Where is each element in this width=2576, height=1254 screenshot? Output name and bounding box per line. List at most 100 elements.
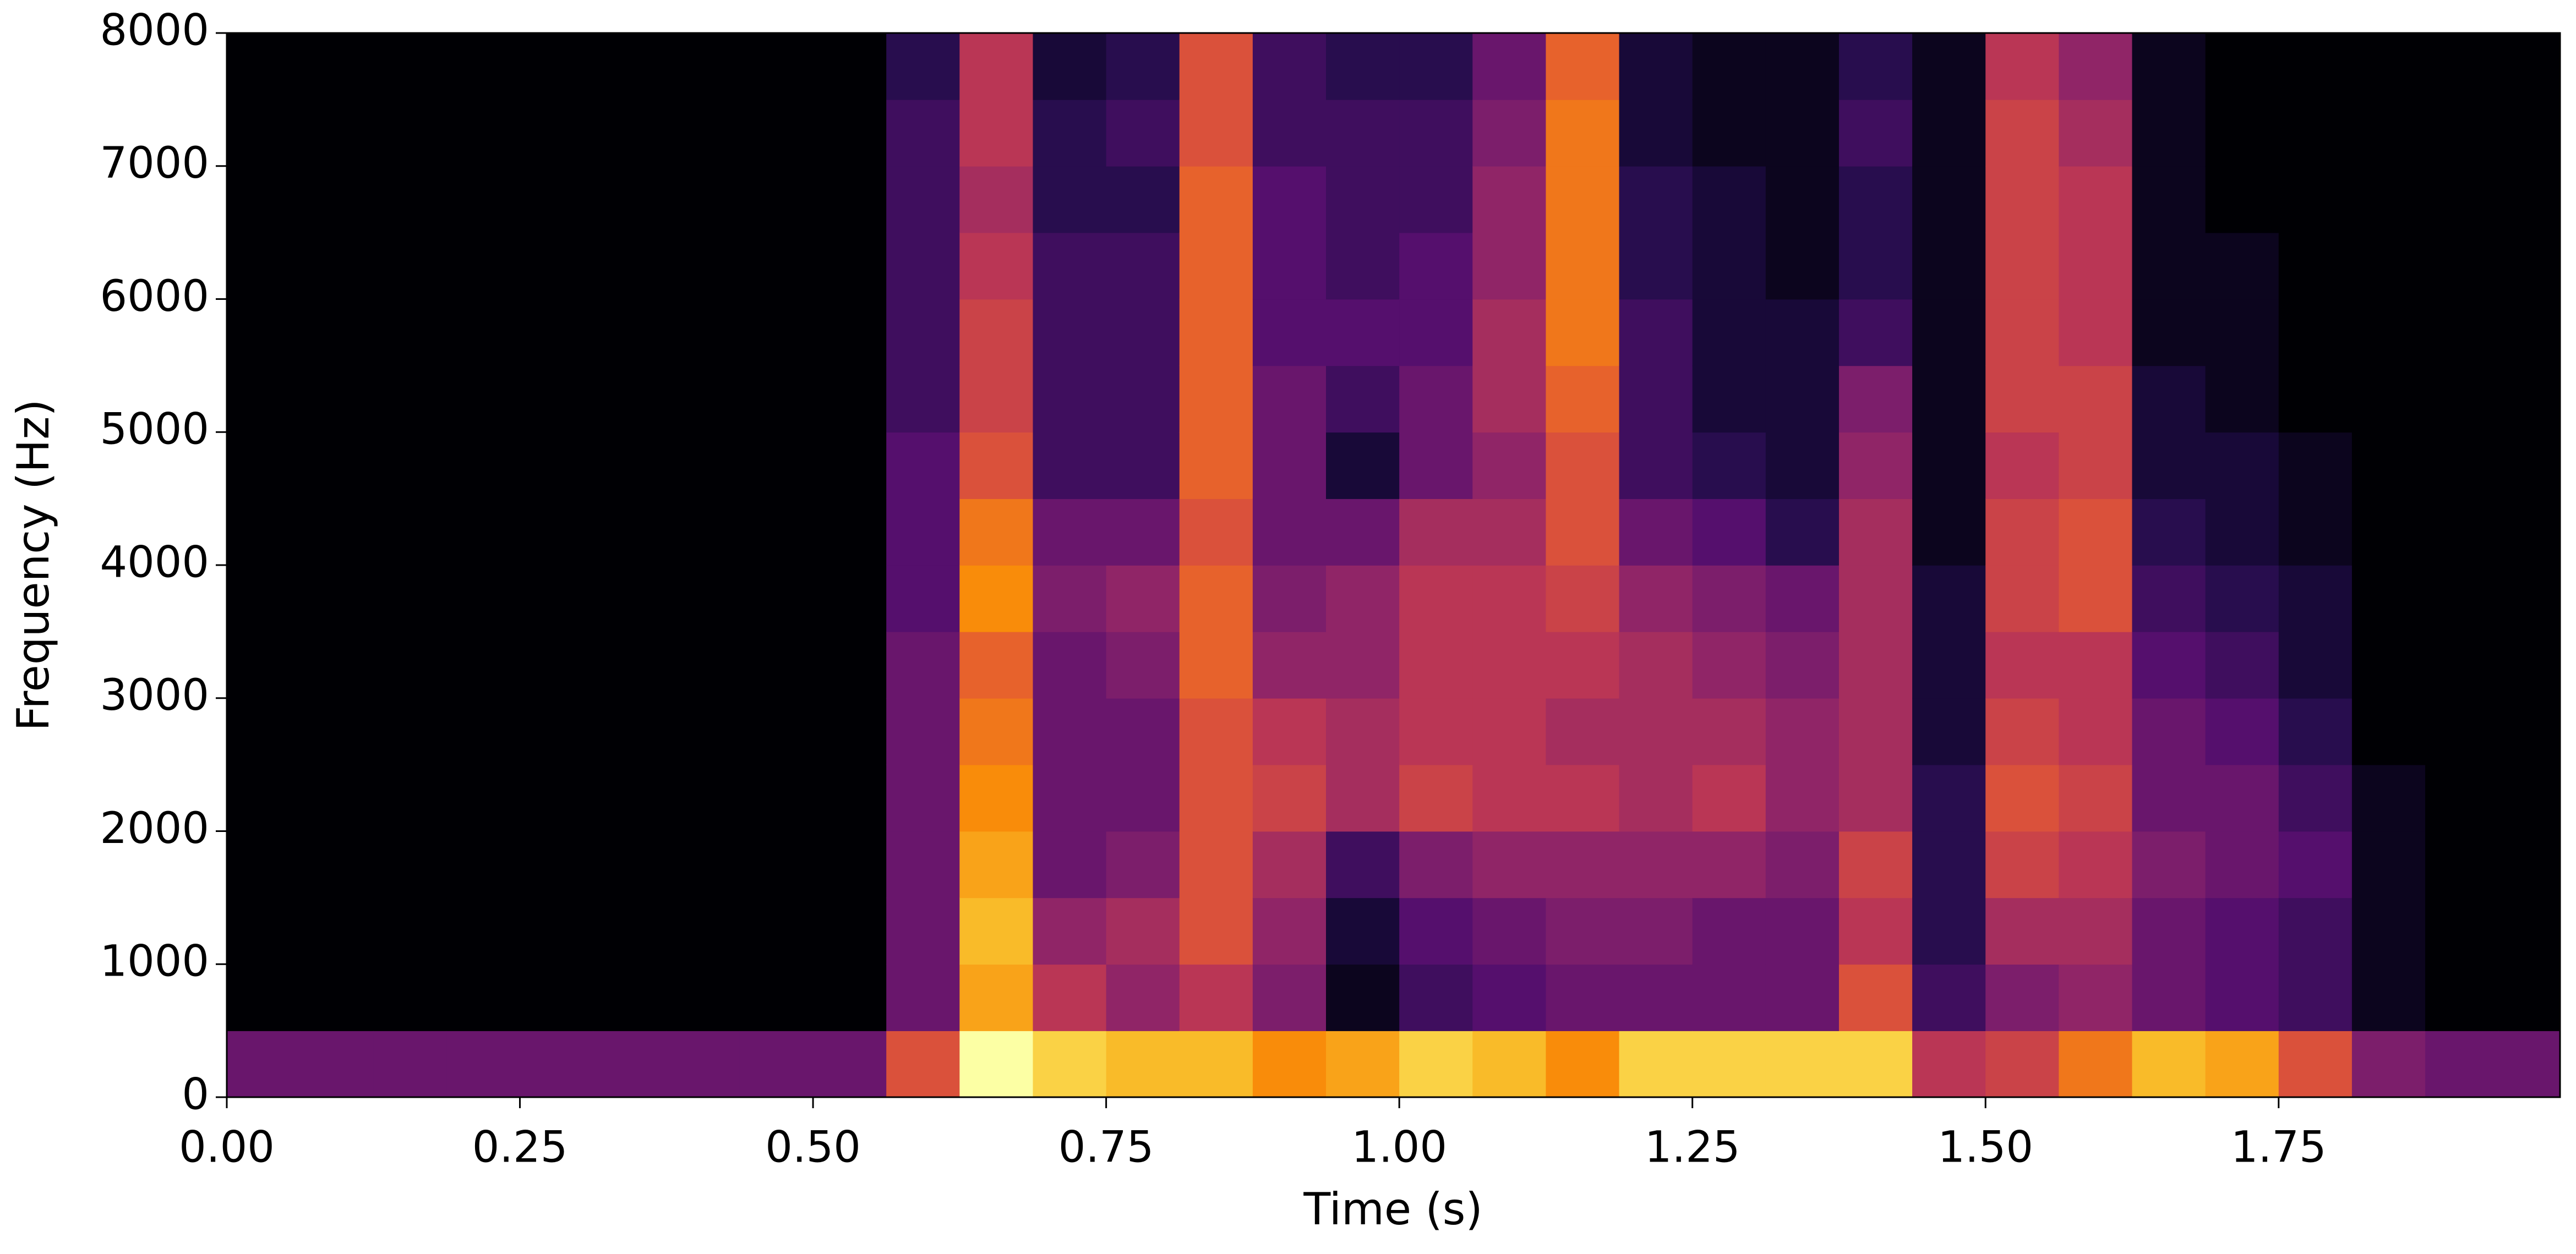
cell	[1692, 365, 1766, 433]
cell	[1985, 631, 2060, 699]
cell	[739, 698, 814, 765]
cell	[1106, 631, 1180, 699]
cell	[2351, 299, 2426, 366]
cell	[373, 499, 447, 566]
cell	[1838, 1031, 1913, 1097]
cell	[1692, 166, 1766, 233]
cell	[813, 831, 887, 899]
cell	[2425, 365, 2499, 433]
cell	[1179, 166, 1253, 233]
cell	[2425, 897, 2499, 965]
cell	[1179, 99, 1253, 167]
cell	[1033, 1031, 1107, 1097]
cell	[1985, 764, 2060, 832]
cell	[227, 33, 301, 100]
cell	[1106, 232, 1180, 300]
cell	[520, 99, 594, 167]
cell	[2278, 897, 2353, 965]
cell	[227, 964, 301, 1031]
cell	[813, 299, 887, 366]
cell	[227, 831, 301, 899]
cell	[2498, 365, 2560, 433]
cell	[373, 365, 447, 433]
cell	[2498, 299, 2560, 366]
cell	[1619, 299, 1693, 366]
cell	[1546, 831, 1620, 899]
cell	[1912, 432, 1986, 499]
cell	[2278, 831, 2353, 899]
cell	[300, 299, 374, 366]
cell	[2059, 33, 2133, 100]
cell	[2132, 232, 2206, 300]
cell	[1472, 831, 1547, 899]
cell	[1252, 698, 1327, 765]
cell	[1838, 631, 1913, 699]
cell	[886, 232, 960, 300]
cell	[666, 166, 740, 233]
cell	[1912, 232, 1986, 300]
cell	[1472, 897, 1547, 965]
cell	[886, 831, 960, 899]
cell	[2425, 964, 2499, 1031]
cell	[1692, 897, 1766, 965]
cell	[2205, 964, 2279, 1031]
cell	[959, 499, 1034, 566]
cell	[1326, 964, 1400, 1031]
cell	[886, 365, 960, 433]
cell	[1472, 432, 1547, 499]
cell	[666, 232, 740, 300]
cell	[1179, 33, 1253, 100]
cell	[1985, 432, 2060, 499]
cell	[1985, 831, 2060, 899]
cell	[1546, 232, 1620, 300]
x-tick-label: 1.25	[1645, 1122, 1740, 1172]
cell	[1326, 99, 1400, 167]
cell	[1838, 499, 1913, 566]
cell	[593, 831, 667, 899]
cell	[227, 499, 301, 566]
cell	[1912, 831, 1986, 899]
cell	[373, 964, 447, 1031]
cell	[959, 299, 1034, 366]
cell	[1619, 499, 1693, 566]
cell	[2059, 698, 2133, 765]
cell	[1838, 299, 1913, 366]
cell	[666, 964, 740, 1031]
cell	[300, 499, 374, 566]
cell	[813, 33, 887, 100]
cell	[446, 698, 521, 765]
cell	[373, 698, 447, 765]
x-tick-label: 1.00	[1351, 1122, 1447, 1172]
cell	[1546, 499, 1620, 566]
cell	[2132, 964, 2206, 1031]
cell	[1765, 831, 1840, 899]
cell	[227, 232, 301, 300]
cell	[2132, 166, 2206, 233]
cell	[373, 1031, 447, 1097]
cell	[1985, 698, 2060, 765]
cell	[739, 764, 814, 832]
cell	[2059, 565, 2133, 632]
cell	[227, 565, 301, 632]
cell	[2205, 166, 2279, 233]
cell	[1765, 897, 1840, 965]
cell	[2278, 432, 2353, 499]
cell	[1106, 432, 1180, 499]
cell	[1106, 33, 1180, 100]
cell	[666, 831, 740, 899]
cell	[2498, 432, 2560, 499]
cell	[2351, 964, 2426, 1031]
cell	[373, 232, 447, 300]
cell	[2425, 232, 2499, 300]
cell	[1106, 1031, 1180, 1097]
cell	[2059, 99, 2133, 167]
cell	[739, 897, 814, 965]
cell	[446, 33, 521, 100]
cell	[666, 99, 740, 167]
cell	[2351, 99, 2426, 167]
cell	[1399, 698, 1473, 765]
cell	[666, 299, 740, 366]
cell	[520, 964, 594, 1031]
cell	[520, 299, 594, 366]
cell	[2278, 499, 2353, 566]
